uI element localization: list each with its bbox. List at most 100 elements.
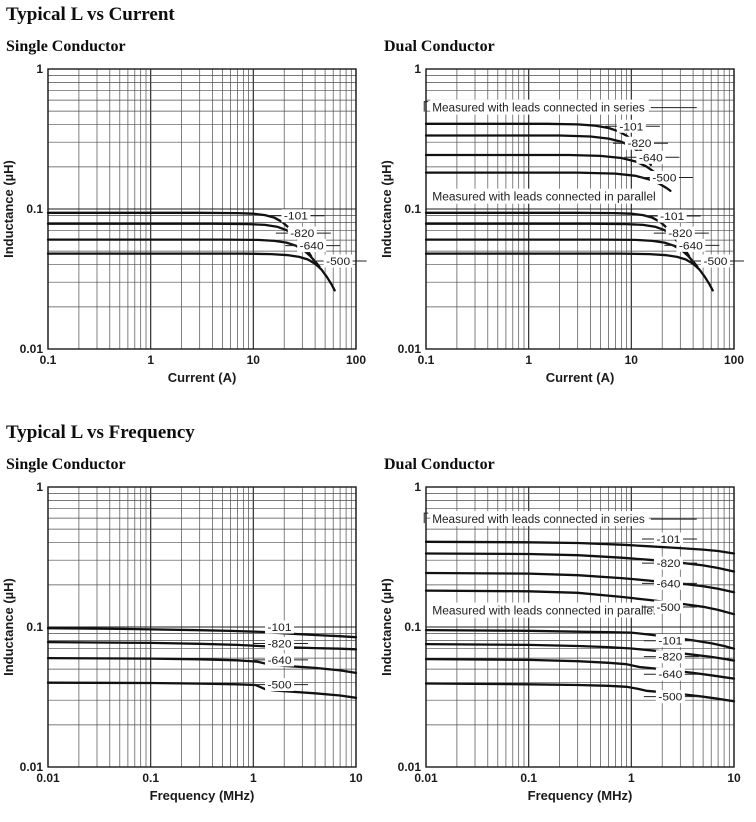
curve-parallel--101 bbox=[424, 628, 736, 650]
y-tick-0.1: 0.1 bbox=[26, 202, 43, 216]
curve-label--500: -500 bbox=[253, 678, 309, 692]
curve-label-parallel--500: -500 bbox=[688, 254, 744, 268]
chart-row-current: Single Conductor -101 -820 -640 -500 0.1 1 10 1… bbox=[0, 38, 756, 394]
y-tick-0.01: 0.01 bbox=[20, 342, 44, 356]
grid bbox=[47, 486, 357, 768]
curve--101 bbox=[46, 627, 358, 639]
curve-series--101 bbox=[424, 540, 736, 555]
curve-label-series--640: -640 bbox=[641, 576, 697, 590]
chart-canvas-single-frequency: -101 -820 -640 -500 0.01 0.1 1 10 1 0.1 0.01 Freque… bbox=[1, 480, 363, 803]
svg-text:-101: -101 bbox=[619, 121, 643, 133]
plot-border bbox=[47, 486, 357, 768]
chart-canvas-dual-current: Measured with leads connected in series M… bbox=[379, 62, 744, 385]
svg-text:-500: -500 bbox=[703, 256, 727, 268]
curve-label--640: -640 bbox=[285, 239, 341, 253]
y-tick-1: 1 bbox=[36, 62, 43, 76]
chart-block-single-current: Single Conductor -101 -820 -640 -500 0.1 1 10 1… bbox=[0, 38, 378, 394]
curve-label--500: -500 bbox=[311, 254, 367, 268]
curve-series--500 bbox=[424, 589, 736, 616]
curve-label-parallel--640: -640 bbox=[643, 667, 699, 681]
x-tick-100: 100 bbox=[724, 353, 744, 367]
curve-series--640 bbox=[424, 571, 736, 594]
y-tick-1: 1 bbox=[414, 480, 421, 494]
x-axis-title: Frequency (MHz) bbox=[150, 788, 255, 803]
plot-border bbox=[425, 68, 735, 350]
curve-label-parallel--640: -640 bbox=[664, 238, 720, 252]
svg-text:-500: -500 bbox=[326, 256, 350, 268]
curve-series--820 bbox=[424, 134, 653, 167]
x-tick-1: 1 bbox=[250, 771, 257, 785]
curve--101 bbox=[46, 211, 303, 248]
section-l-vs-frequency: Typical L vs Frequency Single Conductor … bbox=[0, 422, 756, 812]
axis-ticks: 0.01 0.1 1 10 1 0.1 0.01 bbox=[398, 480, 741, 785]
x-axis-title: Current (A) bbox=[168, 370, 237, 385]
chart-row-frequency: Single Conductor -101 -820 -640 -500 0.01 0.1… bbox=[0, 456, 756, 812]
curve-label--820: -820 bbox=[253, 637, 309, 651]
curves bbox=[46, 211, 336, 292]
curve-label-parallel--101: -101 bbox=[645, 209, 701, 223]
chart-title-single-frequency: Single Conductor bbox=[6, 456, 126, 473]
y-axis-title: Inductance (µH) bbox=[1, 578, 16, 676]
x-tick-0.1: 0.1 bbox=[40, 353, 57, 367]
x-tick-1: 1 bbox=[525, 353, 532, 367]
section-title-l-vs-frequency: Typical L vs Frequency bbox=[6, 422, 195, 443]
y-tick-0.01: 0.01 bbox=[20, 760, 44, 774]
x-tick-0.1: 0.1 bbox=[520, 771, 537, 785]
annotation-parallel-note: Measured with leads connected in paralle… bbox=[430, 602, 660, 618]
curves bbox=[424, 122, 714, 292]
curve-label--101: -101 bbox=[269, 209, 325, 223]
annotation-text-parallel-note: Measured with leads connected in paralle… bbox=[432, 192, 655, 204]
curve--500 bbox=[46, 681, 358, 699]
svg-text:-101: -101 bbox=[656, 534, 680, 546]
curve-series--500 bbox=[424, 171, 672, 192]
y-tick-0.01: 0.01 bbox=[398, 760, 422, 774]
svg-text:-820: -820 bbox=[656, 558, 680, 570]
annotation-text-parallel-note: Measured with leads connected in paralle… bbox=[432, 606, 655, 618]
x-tick-0.1: 0.1 bbox=[142, 771, 159, 785]
chart-title-dual-current: Dual Conductor bbox=[384, 38, 495, 55]
curve-label-parallel--500: -500 bbox=[643, 690, 699, 704]
svg-text:-640: -640 bbox=[268, 655, 292, 667]
svg-text:-640: -640 bbox=[658, 669, 682, 681]
plot-border bbox=[425, 486, 735, 768]
chart-block-dual-frequency: Dual Conductor Measured with leads conne… bbox=[378, 456, 756, 812]
svg-text:-500: -500 bbox=[268, 680, 292, 692]
y-axis-title: Inductance (µH) bbox=[379, 160, 394, 258]
svg-text:-640: -640 bbox=[656, 578, 680, 590]
grid bbox=[47, 68, 357, 350]
x-tick-10: 10 bbox=[247, 353, 261, 367]
x-tick-1: 1 bbox=[628, 771, 635, 785]
y-axis-title: Inductance (µH) bbox=[1, 160, 16, 258]
y-tick-0.1: 0.1 bbox=[404, 202, 421, 216]
svg-text:-640: -640 bbox=[300, 241, 324, 253]
section-l-vs-current: Typical L vs Current Single Conductor -1… bbox=[0, 4, 756, 394]
curve--500 bbox=[46, 252, 336, 292]
y-tick-0.01: 0.01 bbox=[398, 342, 422, 356]
chart-block-single-frequency: Single Conductor -101 -820 -640 -500 0.01 0.1… bbox=[0, 456, 378, 812]
svg-text:-101: -101 bbox=[284, 211, 308, 223]
chart-title-dual-frequency: Dual Conductor bbox=[384, 456, 495, 473]
y-tick-0.1: 0.1 bbox=[404, 620, 421, 634]
svg-text:-500: -500 bbox=[656, 602, 680, 614]
x-tick-10: 10 bbox=[727, 771, 741, 785]
curve-parallel--500 bbox=[424, 682, 736, 703]
y-tick-1: 1 bbox=[36, 480, 43, 494]
curve-parallel--500 bbox=[424, 252, 714, 292]
curve-parallel--640 bbox=[424, 238, 699, 268]
curve-label-parallel--820: -820 bbox=[643, 650, 699, 664]
curve-label-series--101: -101 bbox=[641, 532, 697, 546]
curve-label-parallel--101: -101 bbox=[643, 634, 699, 648]
x-tick-1: 1 bbox=[147, 353, 154, 367]
chart-canvas-dual-frequency: Measured with leads connected in series M… bbox=[379, 480, 741, 803]
svg-text:-820: -820 bbox=[268, 639, 292, 651]
y-tick-1: 1 bbox=[414, 62, 421, 76]
curve-label--820: -820 bbox=[275, 226, 331, 240]
svg-text:-640: -640 bbox=[639, 152, 663, 164]
x-tick-100: 100 bbox=[346, 353, 366, 367]
curve-label-series--101: -101 bbox=[604, 119, 660, 133]
chart-title-single-current: Single Conductor bbox=[6, 38, 126, 55]
svg-text:-640: -640 bbox=[679, 240, 703, 252]
